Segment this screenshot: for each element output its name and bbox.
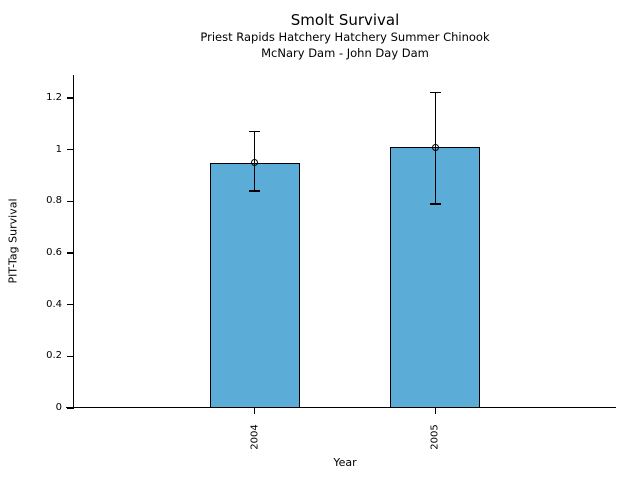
y-tick-mark: [66, 252, 73, 254]
x-axis-title: Year: [333, 456, 357, 469]
y-tick-mark: [66, 200, 73, 202]
error-bar-cap-top: [249, 130, 261, 133]
y-tick-mark: [66, 304, 73, 306]
y-tick-label: 0.4: [46, 298, 62, 310]
x-tick-mark: [254, 408, 256, 414]
y-tick-mark: [66, 149, 73, 151]
y-axis-line: [72, 75, 74, 410]
chart-subtitle-line2: McNary Dam - John Day Dam: [261, 45, 429, 60]
error-bar-cap-bottom: [249, 190, 261, 192]
data-point-marker: [251, 159, 259, 167]
x-tick-mark: [434, 408, 436, 414]
y-tick-mark: [66, 355, 73, 357]
error-bar-cap-top: [429, 92, 441, 94]
data-point-marker: [431, 143, 439, 151]
x-tick-label: 2005: [429, 424, 441, 450]
y-tick-label: 0.2: [46, 350, 62, 362]
y-tick-mark: [66, 407, 73, 409]
x-tick-label: 2004: [249, 424, 261, 450]
y-tick-label: 0: [55, 402, 62, 413]
y-axis-title: PIT-Tag Survival: [6, 198, 20, 284]
chart-titles: Smolt Survival Priest Rapids Hatchery Ha…: [74, 11, 616, 61]
x-axis-line: [66, 406, 616, 408]
y-tick-label: 0.8: [46, 195, 62, 207]
y-tick-mark: [66, 97, 73, 99]
bar: [209, 162, 300, 408]
chart-subtitle-line1: Priest Rapids Hatchery Hatchery Summer C…: [200, 30, 490, 44]
y-tick-label: 0.6: [46, 246, 62, 258]
error-bar-cap-bottom: [429, 203, 441, 205]
y-tick-label: 1: [55, 143, 62, 155]
chart-title: Smolt Survival: [290, 11, 400, 29]
y-tick-label: 1.2: [46, 91, 62, 103]
